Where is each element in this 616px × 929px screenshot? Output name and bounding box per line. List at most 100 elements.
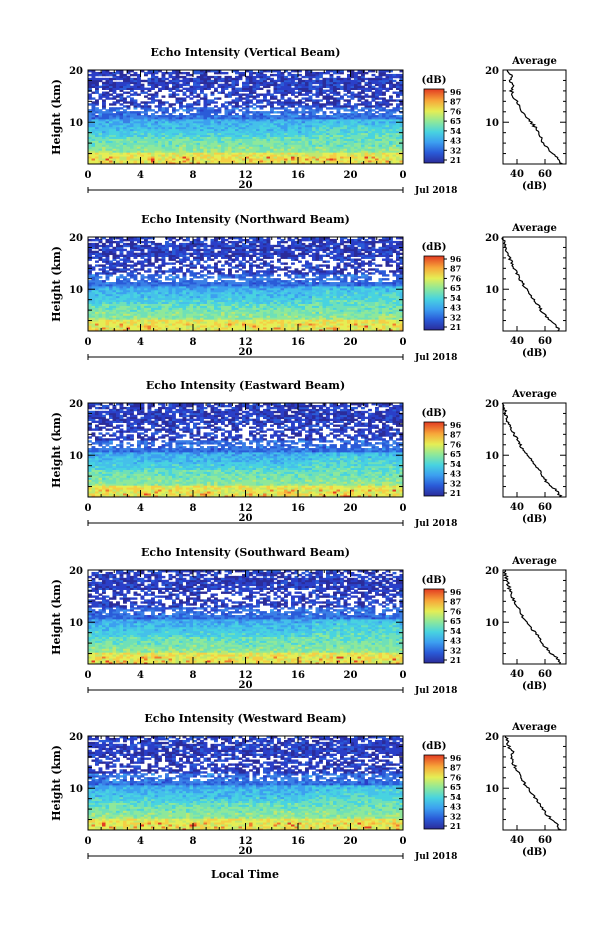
heatmap-cell [392, 146, 397, 149]
heatmap-cell [340, 156, 344, 159]
heatmap-cell [172, 130, 176, 134]
heatmap-cell [133, 91, 138, 94]
panel-1: Echo Intensity (Vertical Beam)2010Height… [50, 46, 567, 196]
heatmap-cell [126, 75, 131, 79]
heatmap-cell [315, 134, 320, 137]
heatmap-cell [200, 107, 204, 110]
heatmap-cell [315, 142, 320, 145]
heatmap-cell [287, 77, 292, 81]
heatmap-cell [378, 160, 383, 163]
heatmap-cell [399, 134, 404, 137]
heatmap-cell [291, 111, 295, 114]
heatmap-cell [378, 101, 383, 104]
heatmap-cell [91, 148, 96, 151]
heatmap-cell [312, 109, 316, 112]
heatmap-cell [287, 148, 292, 151]
heatmap-cell [396, 152, 400, 155]
heatmap-cell [242, 101, 246, 104]
heatmap-cell [312, 140, 316, 143]
heatmap-cell [245, 93, 250, 96]
panel-title: Echo Intensity (Northward Beam) [141, 213, 350, 226]
heatmap-cell [308, 154, 313, 157]
heatmap-cell [256, 148, 260, 151]
heatmap-cell [252, 132, 257, 136]
heatmap-cell [235, 158, 239, 161]
heatmap-cell [109, 134, 113, 137]
heatmap-cell [329, 144, 334, 147]
heatmap-cell [214, 105, 218, 108]
heatmap-cell [105, 126, 110, 130]
heatmap-cell [273, 79, 278, 83]
heatmap-cell [259, 140, 264, 143]
heatmap-cell [196, 99, 201, 102]
heatmap-cell [343, 140, 348, 143]
heatmap-cell [123, 162, 127, 165]
heatmap-cell [396, 144, 400, 147]
heatmap-cell [266, 140, 271, 143]
heatmap-cell [375, 128, 379, 132]
heatmap-cell [123, 73, 127, 77]
heatmap-cell [130, 128, 134, 132]
heatmap-cell [147, 162, 152, 165]
heatmap-cell [172, 150, 176, 153]
heatmap-cell [112, 128, 117, 132]
heatmap-cell [333, 130, 337, 134]
heatmap-cell [196, 142, 201, 145]
heatmap-cell [319, 130, 323, 134]
heatmap-cell [224, 93, 229, 96]
heatmap-cell [375, 132, 379, 136]
heatmap-cell [315, 128, 320, 132]
heatmap-cell [389, 160, 393, 163]
heatmap-cell [305, 158, 309, 161]
heatmap-cell [133, 140, 138, 143]
heatmap-cell [228, 162, 232, 165]
heatmap-cell [361, 162, 365, 165]
heatmap-cell [95, 128, 99, 132]
heatmap-cell [130, 150, 134, 153]
heatmap-cell [329, 126, 334, 130]
heatmap-cell [284, 144, 288, 147]
heatmap-cell [193, 140, 197, 143]
heatmap-cell [308, 128, 313, 132]
heatmap-cell [151, 152, 155, 155]
heatmap-cell [228, 83, 232, 87]
heatmap-cell [95, 132, 99, 136]
heatmap-cell [294, 158, 299, 161]
heatmap-cell [336, 150, 341, 153]
heatmap-cell [333, 132, 337, 136]
heatmap-cell [312, 126, 316, 130]
heatmap-cell [270, 146, 274, 149]
heatmap-cell [329, 156, 334, 159]
y-axis-label: Height (km) [50, 79, 63, 155]
heatmap-cell [298, 154, 302, 157]
heatmap-cell [105, 144, 110, 147]
heatmap-cell [193, 152, 197, 155]
heatmap-cell [193, 107, 197, 110]
heatmap-cell [308, 142, 313, 145]
heatmap-cell [179, 146, 183, 149]
heatmap-cell [105, 136, 110, 139]
heatmap-cell [354, 134, 358, 137]
heatmap-cell [112, 136, 117, 139]
heatmap-cell [119, 154, 124, 157]
heatmap-cell [210, 115, 215, 118]
heatmap-cell [144, 140, 148, 143]
heatmap-cell [280, 140, 285, 143]
heatmap-cell [382, 77, 386, 81]
heatmap-cell [133, 158, 138, 161]
heatmap-cell [371, 73, 376, 77]
heatmap-cell [308, 126, 313, 130]
heatmap-cell [228, 109, 232, 112]
heatmap-cell [137, 162, 141, 165]
heatmap-cell [238, 152, 243, 155]
heatmap-cell [172, 148, 176, 151]
heatmap-cell [126, 146, 131, 149]
x-tick-label: 4 [137, 170, 144, 181]
heatmap-cell [371, 148, 376, 151]
heatmap-cell [347, 156, 351, 159]
heatmap-cell [235, 146, 239, 149]
heatmap-cell [385, 146, 390, 149]
heatmap-cell [217, 126, 222, 130]
heatmap-cell [266, 75, 271, 79]
heatmap-cell [224, 105, 229, 108]
